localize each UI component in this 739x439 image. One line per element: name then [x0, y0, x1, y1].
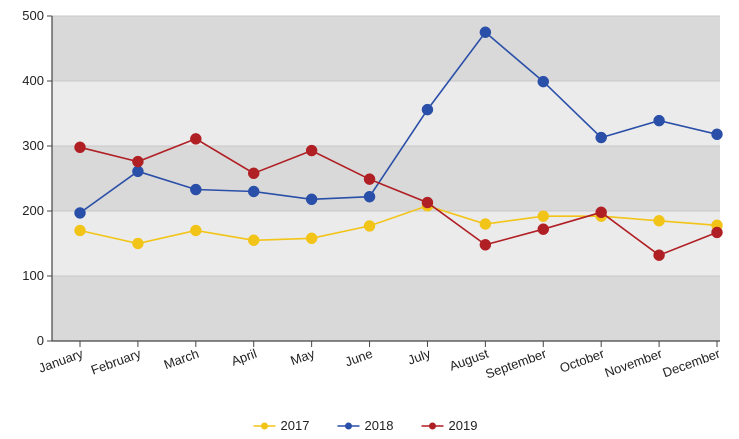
x-tick-label: July	[406, 346, 433, 368]
data-point	[653, 215, 665, 227]
x-tick-label: January	[36, 346, 85, 376]
data-point	[190, 133, 202, 145]
legend-item: 2018	[337, 418, 394, 433]
data-point	[421, 196, 434, 209]
data-point	[190, 183, 202, 196]
data-point	[74, 224, 86, 237]
data-point	[479, 218, 492, 230]
data-point	[653, 114, 665, 127]
series-group	[74, 26, 723, 261]
background-band	[52, 276, 720, 341]
background-band	[52, 81, 720, 146]
data-point	[421, 103, 434, 116]
x-tick-label: April	[229, 346, 259, 369]
y-tick-label: 500	[22, 8, 44, 23]
data-point	[595, 206, 607, 219]
data-point	[305, 193, 318, 206]
data-point	[653, 249, 665, 261]
legend-marker	[261, 422, 268, 430]
axes	[51, 16, 720, 342]
x-tick-label: March	[162, 346, 201, 372]
series-line	[79, 204, 718, 245]
x-tick-label: February	[89, 346, 143, 378]
data-point	[537, 75, 550, 88]
data-point	[247, 234, 260, 246]
legend-item: 2019	[421, 418, 478, 433]
data-point	[132, 165, 144, 178]
series-2018	[74, 26, 723, 219]
data-point	[479, 239, 492, 251]
series-2019	[74, 133, 723, 261]
series-line	[79, 137, 718, 257]
data-point	[74, 207, 86, 219]
y-tick-label: 100	[22, 268, 44, 283]
y-axis-ticks: 0 100 200 300 400 500	[22, 8, 52, 348]
series-line	[79, 31, 718, 214]
x-tick-label: November	[603, 345, 665, 380]
x-tick-label: December	[661, 345, 723, 380]
background-band	[52, 211, 720, 276]
x-tick-label: October	[558, 345, 607, 375]
legend-marker	[345, 422, 352, 430]
y-tick-label: 300	[22, 138, 44, 153]
x-axis-ticks: January February March April May June July Augu…	[36, 341, 723, 382]
x-tick-label: September	[483, 345, 549, 381]
data-point	[132, 237, 144, 250]
data-point	[247, 167, 260, 180]
data-point	[711, 128, 723, 141]
legend: 2017 2018 2019	[253, 418, 478, 433]
y-tick-label: 200	[22, 203, 44, 218]
data-point	[479, 26, 492, 38]
legend-item: 2017	[253, 418, 310, 433]
y-tick-label: 0	[37, 333, 44, 348]
data-point	[305, 144, 318, 157]
data-point	[537, 223, 550, 235]
legend-label: 2019	[449, 418, 478, 433]
data-point	[711, 226, 723, 239]
data-point	[595, 131, 607, 144]
data-point	[74, 141, 86, 154]
data-point	[537, 210, 550, 222]
data-point	[132, 155, 144, 168]
y-tick-label: 400	[22, 73, 44, 88]
x-tick-label: May	[288, 346, 317, 369]
data-point	[363, 220, 376, 232]
x-tick-label: June	[343, 346, 375, 370]
data-point	[190, 224, 202, 237]
legend-marker	[429, 422, 436, 430]
data-point	[363, 190, 376, 203]
data-point	[247, 185, 260, 198]
legend-label: 2018	[365, 418, 394, 433]
data-point	[363, 173, 376, 185]
data-point	[305, 232, 318, 245]
background-bands	[52, 15, 720, 342]
background-band	[52, 16, 720, 81]
legend-label: 2017	[281, 418, 310, 433]
